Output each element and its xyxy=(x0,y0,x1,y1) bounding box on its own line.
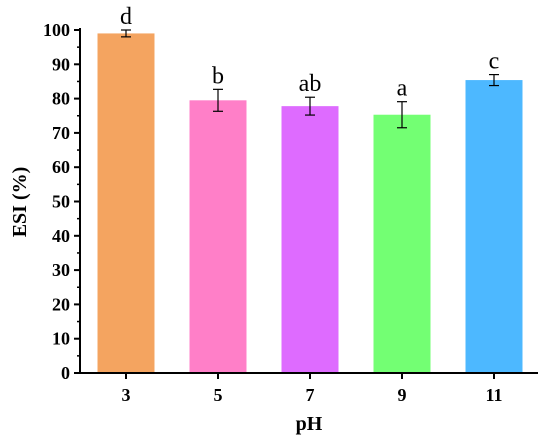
error-bar-ph-5 xyxy=(213,88,223,112)
bar-ph-7 xyxy=(281,106,339,374)
y-tick-label: 40 xyxy=(52,226,70,246)
bar-ph-11 xyxy=(465,80,523,373)
y-tick-label: 10 xyxy=(52,329,70,349)
error-bar-ph-3 xyxy=(121,29,131,38)
error-bar-ph-7 xyxy=(305,96,315,116)
y-tick-label: 50 xyxy=(52,192,70,212)
bars-group xyxy=(97,33,523,374)
y-tick-label: 20 xyxy=(52,294,70,314)
significance-label-ph-5: b xyxy=(212,63,224,89)
significance-label-ph-3: d xyxy=(120,4,132,30)
x-axis: 3 5 7 9 11 xyxy=(80,372,538,405)
x-tick-label-5: 5 xyxy=(214,385,223,405)
x-tick-label-9: 9 xyxy=(398,385,407,405)
error-bars-group xyxy=(121,29,499,129)
x-tick-label-11: 11 xyxy=(485,385,502,405)
error-bar-ph-11 xyxy=(489,73,499,87)
y-axis-title: ESI (%) xyxy=(9,167,31,238)
y-axis: 0 10 20 30 40 50 60 70 80 90 100 xyxy=(43,20,81,383)
y-tick-label: 60 xyxy=(52,157,70,177)
y-tick-label: 0 xyxy=(61,363,70,383)
bar-ph-5 xyxy=(189,100,247,373)
y-tick-label: 90 xyxy=(52,54,70,74)
significance-label-ph-9: a xyxy=(397,76,408,102)
bar-ph-3 xyxy=(97,33,155,374)
significance-labels-group: d b ab a c xyxy=(120,4,499,102)
y-tick-label: 30 xyxy=(52,260,70,280)
bar-ph-9 xyxy=(373,114,431,373)
significance-label-ph-11: c xyxy=(489,49,500,75)
y-tick-label: 80 xyxy=(52,89,70,109)
x-tick-label-7: 7 xyxy=(306,385,315,405)
significance-label-ph-7: ab xyxy=(299,71,322,97)
error-bar-ph-9 xyxy=(397,101,407,129)
y-tick-label: 100 xyxy=(43,20,70,40)
y-tick-label: 70 xyxy=(52,123,70,143)
x-tick-label-3: 3 xyxy=(122,385,131,405)
x-axis-title: pH xyxy=(296,413,323,435)
